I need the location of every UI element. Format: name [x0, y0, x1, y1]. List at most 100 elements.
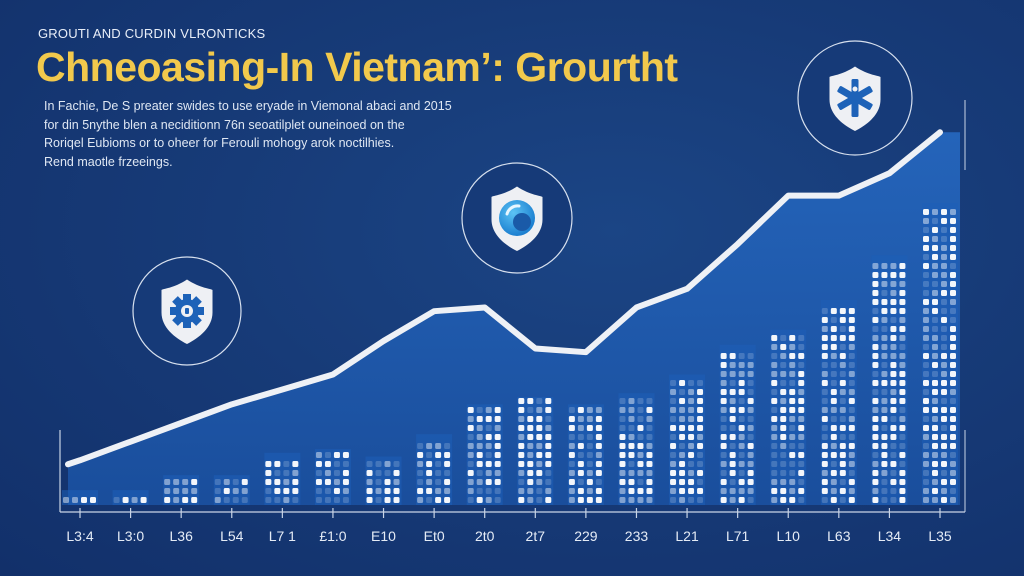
bar-dot	[720, 479, 727, 485]
bar-dot	[798, 371, 805, 377]
bar-dot	[467, 488, 474, 494]
bar-dot	[950, 425, 956, 431]
bar-dot	[393, 470, 400, 476]
bar-dot	[881, 308, 888, 314]
bar-dot	[821, 389, 828, 395]
bar-dot	[518, 407, 525, 413]
bar-body	[112, 490, 149, 505]
bar-dot	[417, 497, 424, 503]
bar-dot	[950, 218, 956, 224]
bar-dot	[342, 461, 349, 467]
bar-dot	[586, 497, 593, 503]
bar-dot	[315, 488, 322, 494]
bar-dot	[223, 488, 230, 494]
bar-dot	[941, 389, 947, 395]
bar-dot	[527, 497, 534, 503]
bar-dot	[839, 470, 846, 476]
bar-dot	[872, 416, 879, 422]
bar-dot	[688, 380, 695, 386]
bar-dot	[899, 461, 906, 467]
bar-dot	[881, 452, 888, 458]
bar-dot	[798, 407, 805, 413]
bar-dot	[485, 425, 492, 431]
bar-dot	[232, 488, 239, 494]
x-tick-label: L35	[928, 528, 952, 544]
bar-dot	[274, 479, 281, 485]
bar	[820, 300, 857, 505]
bar-dot	[881, 344, 888, 350]
bar-dot	[881, 479, 888, 485]
bar-dot	[839, 317, 846, 323]
bar-dot	[536, 488, 543, 494]
bar-dot	[444, 461, 451, 467]
bar-dot	[729, 389, 736, 395]
bar-dot	[789, 497, 796, 503]
bar-dot	[536, 443, 543, 449]
bar-dot	[646, 488, 653, 494]
bar-dot	[619, 461, 626, 467]
bar-dot	[780, 452, 787, 458]
bar-dot	[950, 227, 956, 233]
bar-dot	[821, 407, 828, 413]
bar-dot	[932, 389, 938, 395]
bar-dot	[444, 470, 451, 476]
bar-dot	[274, 497, 281, 503]
bar-dot	[628, 470, 635, 476]
bar-dot	[720, 380, 727, 386]
bar-dot	[848, 362, 855, 368]
bar-dot	[932, 461, 938, 467]
bar-dot	[688, 416, 695, 422]
bar-dot	[881, 263, 888, 269]
bar-dot	[476, 407, 483, 413]
bar-dot	[872, 497, 879, 503]
bar-dot	[848, 443, 855, 449]
bar-dot	[839, 488, 846, 494]
bar-dot	[494, 434, 501, 440]
bar-dot	[899, 281, 906, 287]
bar-dot	[881, 407, 888, 413]
bar-dot	[720, 398, 727, 404]
bar-dot	[393, 497, 400, 503]
bar-dot	[729, 416, 736, 422]
bar-dot	[637, 443, 644, 449]
bar-dot	[232, 497, 239, 503]
bar-dot	[830, 407, 837, 413]
bar-dot	[747, 371, 754, 377]
bar-dot	[315, 461, 322, 467]
bar-dot	[789, 434, 796, 440]
bar-dot	[467, 425, 474, 431]
bar-dot	[798, 443, 805, 449]
bar-dot	[670, 425, 677, 431]
bar-dot	[950, 236, 956, 242]
bar-dot	[890, 308, 897, 314]
bar-dot	[890, 452, 897, 458]
bar-dot	[164, 479, 171, 485]
description-line: Roriqel Eubioms or to oheer for Ferouli …	[44, 136, 395, 150]
bar-dot	[527, 470, 534, 476]
bar-dot	[384, 479, 391, 485]
bar-dot	[646, 425, 653, 431]
bar	[466, 404, 503, 505]
bar-dot	[821, 308, 828, 314]
bar-dot	[366, 479, 373, 485]
bar-dot	[628, 497, 635, 503]
bar-dot	[789, 470, 796, 476]
bar-dot	[697, 479, 704, 485]
bar-dot	[545, 434, 552, 440]
bar-dot	[941, 227, 947, 233]
bar-dot	[738, 407, 745, 413]
bar-dot	[848, 452, 855, 458]
bar-dot	[899, 371, 906, 377]
bar-dot	[619, 398, 626, 404]
bar-dot	[923, 236, 929, 242]
bar-dot	[747, 398, 754, 404]
bar-dot	[747, 488, 754, 494]
bar-dot	[697, 434, 704, 440]
bar-dot	[932, 443, 938, 449]
bar-dot	[476, 443, 483, 449]
bar-dot	[899, 299, 906, 305]
bar-dot	[771, 398, 778, 404]
bar-dot	[417, 443, 424, 449]
bar-dot	[821, 335, 828, 341]
bar-dot	[619, 488, 626, 494]
